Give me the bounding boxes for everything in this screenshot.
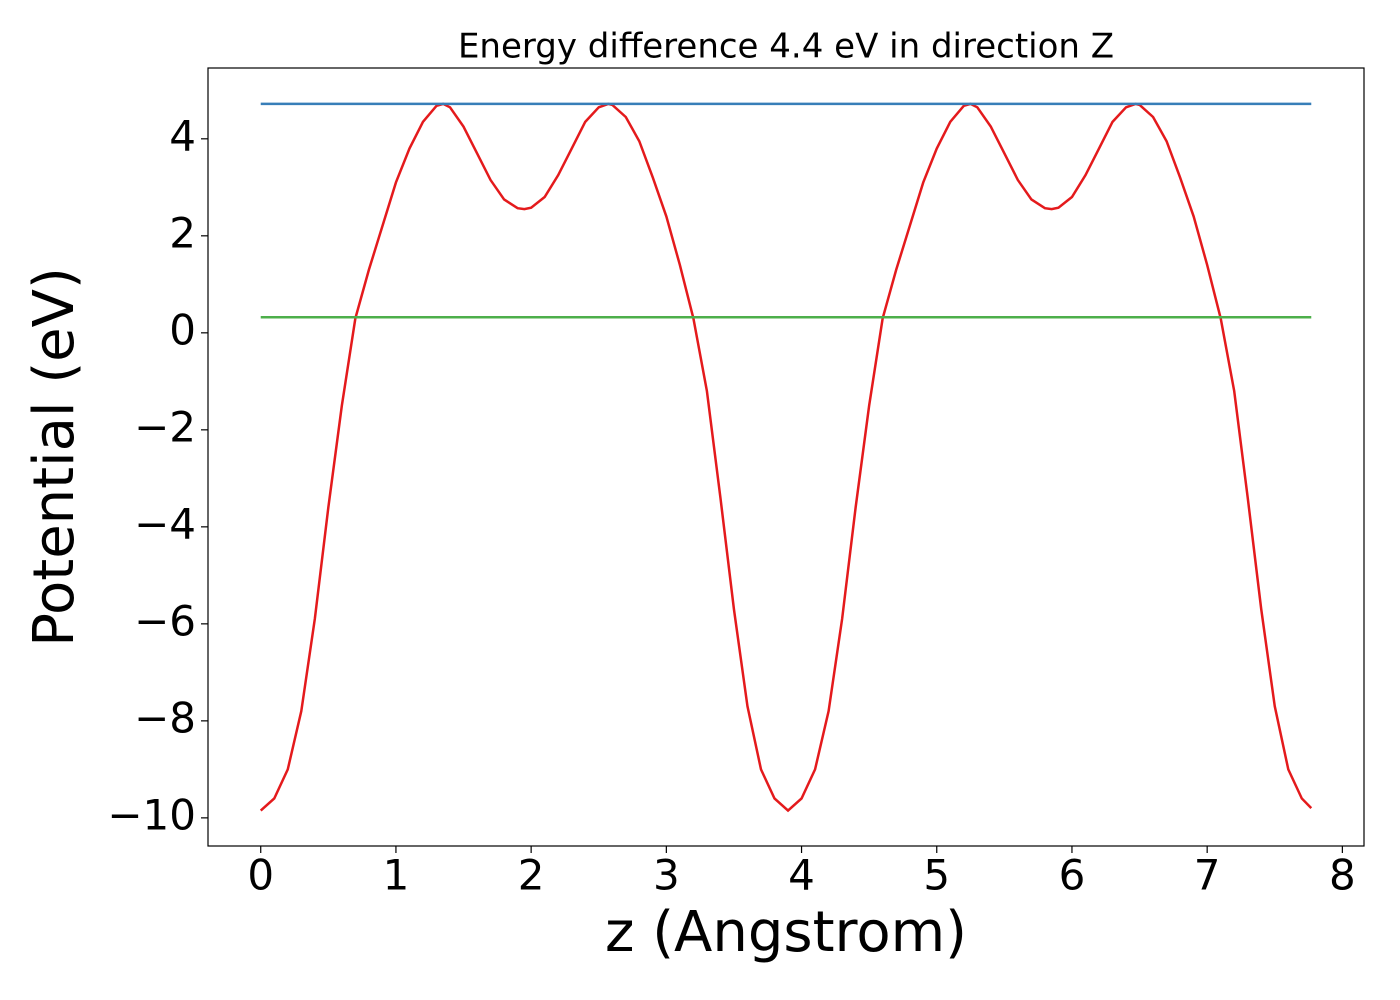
y-axis-label: Potential (eV) [22,267,87,647]
chart-title: Energy difference 4.4 eV in direction Z [458,27,1114,67]
x-tick-label: 2 [518,851,545,900]
x-tick-label: 8 [1329,851,1356,900]
x-tick-label: 1 [383,851,410,900]
x-tick-label: 0 [247,851,274,900]
y-tick-label: −4 [134,499,196,548]
x-axis-label: z (Angstrom) [605,900,967,965]
x-tick-label: 5 [923,851,950,900]
y-tick-label: −6 [134,596,196,645]
x-tick-label: 3 [653,851,680,900]
y-tick-label: −10 [107,790,196,839]
x-tick-label: 7 [1194,851,1221,900]
plot-frame [207,67,1365,847]
x-tick-label: 4 [788,851,815,900]
y-tick-label: −8 [134,693,196,742]
y-tick-label: 4 [169,111,196,160]
data-line [259,102,1313,813]
y-tick-label: 2 [169,208,196,257]
y-tick-label: −2 [134,402,196,451]
y-tick-label: 0 [169,305,196,354]
x-tick-label: 6 [1059,851,1086,900]
